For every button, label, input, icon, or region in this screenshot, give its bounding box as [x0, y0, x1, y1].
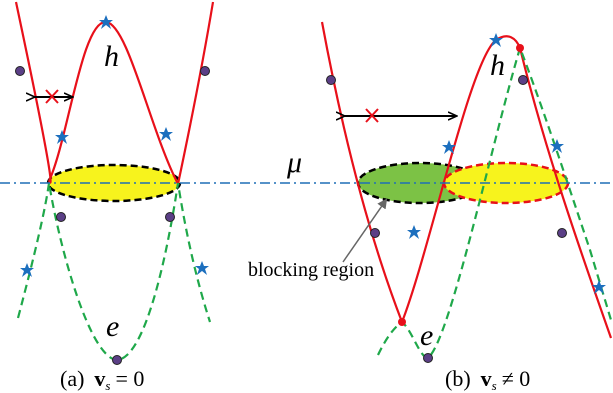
- electron-band-label-b: e: [420, 319, 433, 352]
- electron-band-a: [16, 182, 212, 362]
- panel-b: h e blocking region (b) vs ≠ 0: [248, 21, 613, 393]
- dot-markers-a: [15, 66, 210, 365]
- band-vertex-marker: [398, 318, 406, 326]
- hole-band-b: [320, 21, 613, 339]
- dot-marker: [423, 353, 433, 363]
- dot-marker: [326, 75, 336, 85]
- star-marker: [489, 33, 503, 47]
- panel-a: h e (a) vs = 0: [14, 1, 215, 393]
- star-marker: [159, 127, 173, 141]
- chemical-potential-label: μ: [286, 146, 302, 179]
- star-markers-a: [20, 15, 209, 277]
- hole-band-label-b: h: [490, 49, 505, 82]
- dot-marker: [165, 212, 175, 222]
- star-marker: [99, 15, 113, 29]
- star-marker: [407, 225, 421, 239]
- star-marker: [195, 261, 209, 275]
- caption-b: (b) vs ≠ 0: [445, 366, 530, 393]
- dot-marker: [370, 228, 380, 238]
- cross-mark-a: [45, 89, 59, 104]
- dot-marker: [56, 212, 66, 222]
- star-marker: [592, 280, 606, 294]
- star-marker: [442, 140, 456, 154]
- dot-marker: [518, 75, 528, 85]
- dot-marker: [15, 66, 25, 76]
- dot-marker: [112, 355, 122, 365]
- hole-band-label-a: h: [104, 40, 119, 73]
- star-markers-b: [407, 33, 606, 294]
- hole-band-a: [14, 1, 215, 185]
- dot-marker: [557, 228, 567, 238]
- star-marker: [20, 263, 34, 277]
- electron-band-label-a: e: [106, 310, 119, 343]
- star-marker: [55, 130, 69, 144]
- blocking-region-label: blocking region: [248, 259, 374, 281]
- caption-a: (a) vs = 0: [60, 366, 144, 393]
- blocking-region-pointer: [342, 198, 388, 263]
- dot-markers-b: [326, 75, 567, 363]
- band-vertex-marker: [516, 44, 524, 52]
- dot-marker: [200, 66, 210, 76]
- star-marker: [550, 139, 564, 153]
- cross-mark-b: [365, 108, 379, 123]
